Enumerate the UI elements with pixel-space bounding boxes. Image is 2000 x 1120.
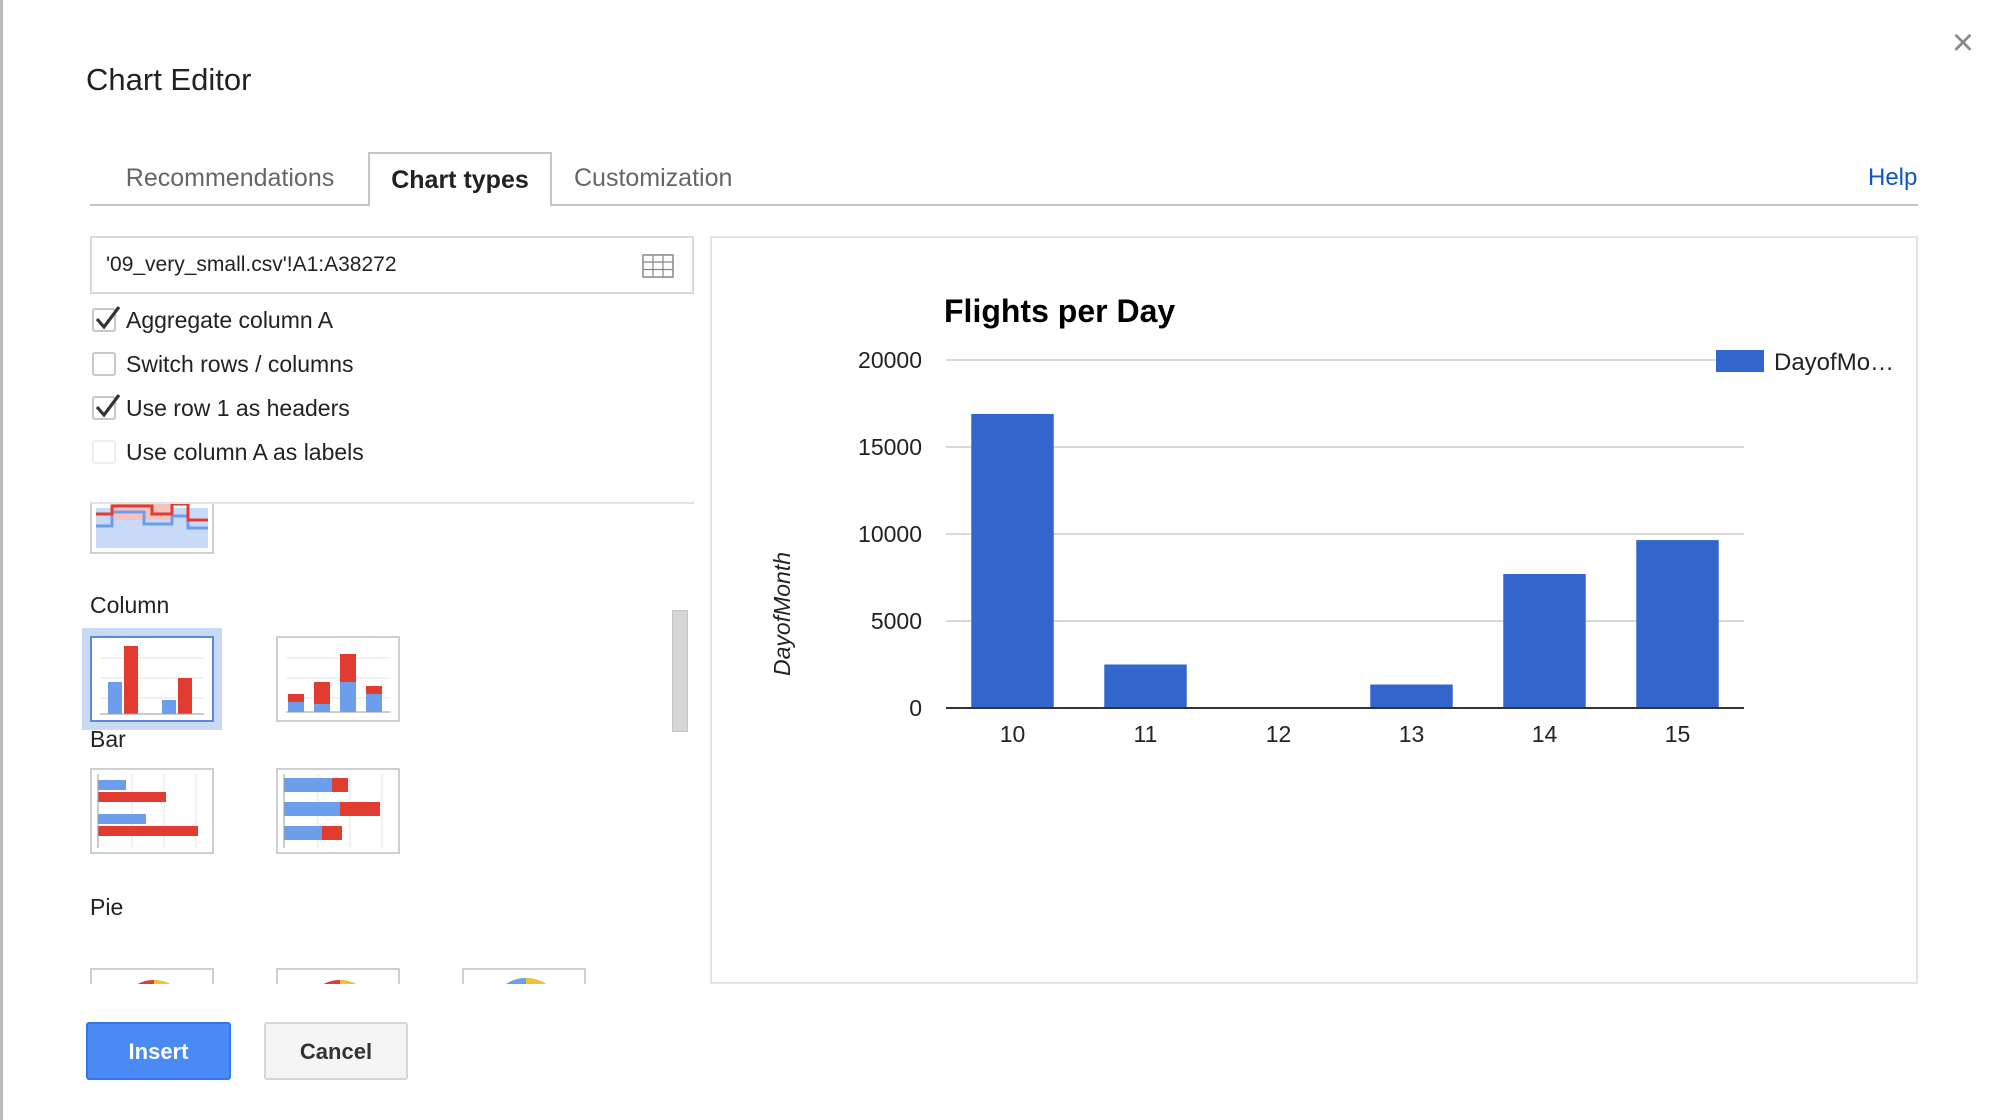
- tab-customization[interactable]: Customization: [574, 164, 733, 192]
- x-tick-label: 14: [1532, 721, 1558, 747]
- category-label-pie: Pie: [90, 894, 124, 920]
- x-tick-label: 12: [1266, 721, 1292, 747]
- thumb-pie-3d[interactable]: [276, 968, 400, 984]
- grid-layer: [946, 359, 1744, 622]
- y-tick-label: 0: [909, 695, 922, 721]
- option-label: Aggregate column A: [126, 307, 334, 333]
- chart-title: Flights per Day: [944, 293, 1175, 329]
- bar-chart-icon: [97, 774, 198, 848]
- thumb-column-stacked[interactable]: [276, 636, 400, 722]
- window-left-edge: [0, 0, 3, 1120]
- y-tick-label: 20000: [858, 347, 922, 373]
- column-chart-icon: [100, 646, 204, 715]
- thumb-column-clustered[interactable]: [90, 636, 214, 722]
- chart-type-list[interactable]: Column Bar: [80, 504, 700, 984]
- bar[interactable]: [1503, 574, 1586, 708]
- checkbox-aggregate[interactable]: [92, 306, 121, 332]
- help-link[interactable]: Help: [1868, 164, 1918, 191]
- legend: DayofMo…: [1716, 349, 1894, 376]
- pie-3d-chart-icon: [324, 979, 356, 984]
- y-tick-label: 15000: [858, 434, 922, 460]
- checkmark-icon: [95, 394, 121, 418]
- checkbox-switch[interactable]: [92, 352, 116, 376]
- category-label-column: Column: [90, 592, 170, 618]
- chart-list-scrollbar[interactable]: [672, 610, 688, 732]
- legend-swatch: [1716, 350, 1764, 372]
- flights-per-day-chart: Flights per Day DayofMonth 0 5000 10000 150…: [769, 293, 1894, 747]
- thumb-stepped-area[interactable]: [90, 504, 214, 554]
- insert-button[interactable]: Insert: [86, 1022, 231, 1080]
- bar[interactable]: [971, 413, 1054, 708]
- x-tick-label: 10: [1000, 721, 1026, 747]
- bar-layer: [971, 413, 1719, 709]
- x-tick-label: 13: [1399, 721, 1425, 747]
- stepped-area-chart-icon: [96, 504, 208, 548]
- category-label-bar: Bar: [90, 726, 126, 752]
- checkmark-icon: [95, 306, 121, 330]
- option-label: Use column A as labels: [126, 439, 364, 465]
- stacked-column-chart-icon: [286, 654, 390, 713]
- bar[interactable]: [1104, 664, 1187, 709]
- dialog-title: Chart Editor: [86, 62, 252, 97]
- cancel-button[interactable]: Cancel: [264, 1022, 408, 1080]
- grid-icon[interactable]: [642, 254, 674, 278]
- data-range-field[interactable]: '09_very_small.csv'!A1:A38272: [90, 236, 694, 294]
- tabs-divider: [90, 204, 1918, 206]
- y-axis-label: DayofMonth: [769, 552, 795, 676]
- thumb-donut[interactable]: [462, 968, 586, 984]
- thumb-bar-stacked[interactable]: [276, 768, 400, 854]
- chart-list-divider: [90, 502, 694, 504]
- tab-chart-types[interactable]: Chart types: [368, 152, 552, 206]
- chart-preview-panel: Flights per Day DayofMonth 0 5000 10000 150…: [710, 236, 1918, 984]
- pie-chart-icon: [138, 979, 170, 984]
- y-tick-label: 5000: [871, 608, 922, 634]
- checkbox-row-headers[interactable]: [92, 394, 121, 420]
- bar[interactable]: [1636, 540, 1719, 708]
- close-icon[interactable]: ×: [1951, 22, 1975, 64]
- option-label: Switch rows / columns: [126, 351, 354, 377]
- y-tick-label: 10000: [858, 521, 922, 547]
- checkbox-column-labels[interactable]: [92, 440, 116, 464]
- tab-recommendations[interactable]: Recommendations: [125, 164, 335, 192]
- axis-layer: 0 5000 10000 15000 20000 10 11 12 13 14 15: [858, 347, 1744, 747]
- option-label: Use row 1 as headers: [126, 395, 350, 421]
- legend-label: DayofMo…: [1774, 349, 1894, 376]
- stacked-bar-chart-icon: [283, 774, 383, 848]
- data-range-value: '09_very_small.csv'!A1:A38272: [106, 253, 397, 276]
- donut-chart-icon: [506, 977, 546, 984]
- x-tick-label: 11: [1134, 721, 1158, 747]
- bar[interactable]: [1370, 684, 1453, 708]
- thumb-bar-clustered[interactable]: [90, 768, 214, 854]
- x-tick-label: 15: [1665, 721, 1691, 747]
- thumb-pie[interactable]: [90, 968, 214, 984]
